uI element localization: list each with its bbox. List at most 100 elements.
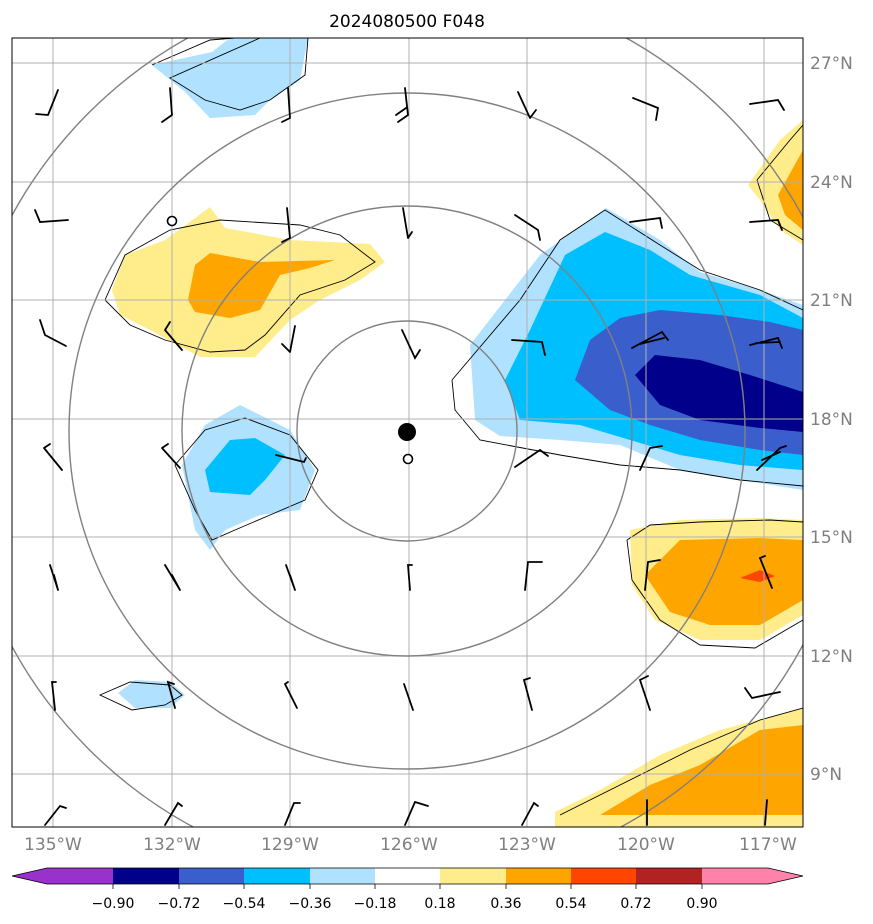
wind-barb [164,564,181,591]
colorbar-extend-high [702,868,803,884]
wind-barb [404,800,429,826]
wind-barb [756,445,787,471]
wind-barb [403,683,414,711]
wind-barb [514,214,541,241]
lon-label: 117°W [739,835,797,855]
lat-label: 15°N [810,528,853,548]
colorbar-segment [179,868,244,884]
wind-barb [524,561,543,591]
wind-barb [514,448,549,468]
wind-barb [44,804,67,826]
wind-barb [631,330,669,349]
colorbar-segment [506,868,571,884]
storm-center-marker [398,423,416,441]
colorbar: −0.90 −0.72 −0.54 −0.36 −0.18 0.18 0.36 … [11,867,804,912]
colorbar-segment [571,868,636,884]
lon-label: 123°W [498,835,556,855]
wind-barb [283,681,298,709]
wind-barb [161,87,173,123]
wind-barb [407,564,413,591]
contour-fill-orange [600,725,803,815]
wind-barb [164,801,183,826]
wind-barb [281,207,291,243]
lat-label: 9°N [810,765,842,785]
map-panel [12,38,803,827]
wind-barb [275,454,307,464]
colorbar-tick-label: −0.72 [158,896,201,912]
wind-barb [744,687,781,700]
wind-barb [632,97,660,121]
wind-barb [39,319,67,347]
wind-barb [638,675,651,711]
wind-barb [401,329,421,360]
wind-barb [166,680,176,709]
colorbar-segment [440,868,506,884]
colorbar-tick-label: 0.18 [424,896,455,912]
colorbar-tick-label: −0.54 [223,896,266,912]
wind-barb [517,91,537,119]
wind-barb [522,677,533,711]
colorbar-tick-label: 0.36 [490,896,521,912]
contour-fill-lightblue [152,38,308,118]
wind-barb [35,89,59,116]
longitude-axis: 135°W 132°W 129°W 126°W 123°W 120°W 117°… [24,835,797,855]
contour-fill-blue [205,438,285,495]
wind-barb [521,801,539,826]
colorbar-segment [310,868,375,884]
colorbar-extend-low [12,868,113,884]
wind-barb [402,207,413,239]
wind-barb [639,445,663,471]
wind-barb [395,87,409,123]
wind-barb [284,802,301,826]
contour-fill-orange [778,150,803,230]
wind-barb [43,443,63,471]
colorbar-segment [636,868,702,884]
storm-track-point [166,215,178,227]
wind-barb [285,564,296,591]
wind-barb [164,321,183,351]
wind-barb [511,339,546,356]
colorbar-tick-label: −0.18 [354,896,397,912]
wind-barb [161,443,181,469]
contour-fill-orange [188,253,335,318]
colorbar-tick-label: −0.90 [92,896,135,912]
lat-label: 12°N [810,647,853,667]
lon-label: 129°W [261,835,319,855]
wind-barb [49,564,59,591]
lat-label: 27°N [810,54,853,74]
lon-label: 132°W [143,835,201,855]
wind-barb [281,325,296,353]
colorbar-tick-label: 0.54 [555,896,586,912]
range-rings [12,38,803,827]
colorbar-tick-label: 0.72 [620,896,651,912]
wind-barb [629,216,663,229]
contour-fill-lightblue [118,680,185,708]
colorbar-outline [11,867,804,885]
colorbar-segment [244,868,310,884]
lat-label: 21°N [810,291,853,311]
wind-barb [34,209,69,223]
wind-barb [749,336,783,349]
storm-track-point [402,453,414,465]
colorbar-tick-label: −0.36 [289,896,332,912]
latitude-axis: 27°N 24°N 21°N 18°N 15°N 12°N 9°N [810,54,853,785]
contour-fill-navy [635,355,803,432]
map-frame [11,37,804,828]
wind-barb [749,219,783,231]
lon-label: 120°W [617,835,675,855]
wind-barb [758,555,773,589]
colorbar-tick-label: 0.90 [686,896,717,912]
lon-label: 135°W [24,835,82,855]
wind-barb [281,87,291,123]
lat-label: 24°N [810,173,853,193]
lon-label: 126°W [380,835,438,855]
wind-barb [644,559,661,591]
wind-barbs [34,87,787,826]
colorbar-segment [375,868,440,884]
wind-barb [749,99,785,111]
wind-barb [764,799,768,826]
lat-label: 18°N [810,410,853,430]
map-title: 2024080500 F048 [329,12,485,32]
wind-barb [50,681,57,711]
